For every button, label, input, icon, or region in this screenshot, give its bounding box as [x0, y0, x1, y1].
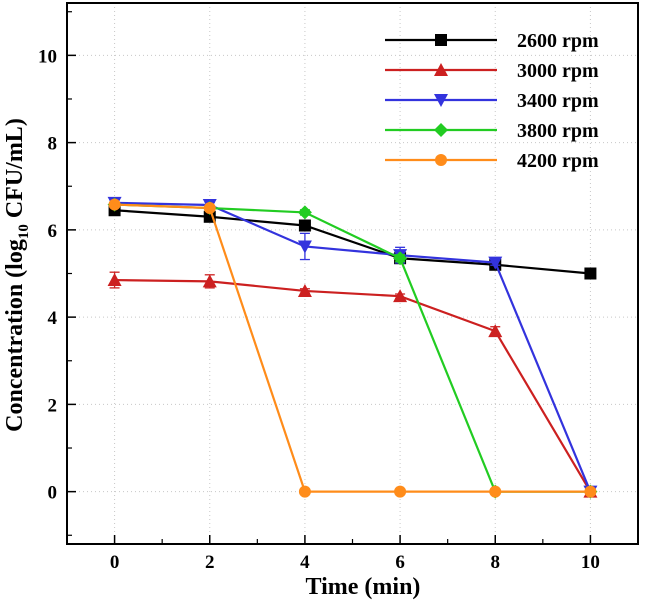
- series-2600-rpm: [108, 204, 597, 280]
- x-tick-label-8: 8: [491, 552, 501, 573]
- data-point-3000-rpm-6: [393, 289, 408, 303]
- data-point-2600-rpm-4: [298, 219, 311, 232]
- y-tick-label-0: 0: [48, 483, 58, 504]
- data-point-4200-rpm-0: [108, 198, 121, 211]
- y-tick-label-2: 2: [48, 395, 58, 416]
- data-point-4200-rpm-6: [394, 485, 407, 498]
- series-line-3400-rpm: [114, 201, 592, 493]
- legend-marker-0: [435, 34, 447, 46]
- data-point-3000-rpm-4: [297, 283, 312, 297]
- series-4200-rpm: [108, 198, 597, 498]
- legend-label-3: 3800 rpm: [517, 120, 599, 142]
- grid: [67, 3, 638, 544]
- legend-marker-1: [434, 63, 448, 76]
- y-tick-label-8: 8: [48, 134, 58, 155]
- series-line-2600-rpm: [114, 209, 591, 275]
- data-point-3000-rpm-0: [107, 273, 122, 287]
- series-line-3800-rpm: [114, 203, 591, 493]
- legend-marker-3: [434, 123, 448, 137]
- x-tick-label-10: 10: [581, 552, 600, 573]
- legend-label-2: 3400 rpm: [517, 90, 599, 112]
- legend: 2600 rpm 3000 rpm 3400 rpm 3800 rpm 4200 rpm: [385, 30, 599, 172]
- data-point-4200-rpm-10: [584, 485, 597, 498]
- data-point-3800-rpm-6: [393, 251, 408, 266]
- legend-label-0: 2600 rpm: [517, 30, 599, 52]
- data-point-3800-rpm-4: [297, 205, 312, 220]
- series-line-4200-rpm: [114, 203, 591, 493]
- legend-label-1: 3000 rpm: [517, 60, 599, 82]
- data-point-3000-rpm-2: [202, 274, 217, 288]
- series-group: [107, 196, 598, 499]
- x-axis-title: Time (min): [306, 574, 421, 600]
- ticks: 0 2 4 6 8 10 0 2 4 6 8 10: [38, 11, 639, 573]
- y-axis-title: Concentration (log10 CFU/mL): [2, 118, 32, 432]
- x-tick-label-4: 4: [300, 552, 310, 573]
- y-axis-title-prefix: Concentration (log: [2, 239, 28, 432]
- y-axis-title-subscript: 10: [16, 224, 32, 239]
- plot-frame: [66, 2, 639, 545]
- data-point-3400-rpm-4: [297, 240, 312, 254]
- data-point-4200-rpm-4: [298, 485, 311, 498]
- x-tick-label-6: 6: [395, 552, 405, 573]
- series-line-3000-rpm: [114, 278, 592, 493]
- legend-label-4: 4200 rpm: [517, 150, 599, 172]
- y-tick-label-6: 6: [48, 221, 58, 242]
- y-tick-label-4: 4: [48, 308, 58, 329]
- data-point-4200-rpm-2: [203, 202, 216, 215]
- data-point-3400-rpm-8: [488, 256, 503, 270]
- y-tick-label-10: 10: [38, 46, 57, 67]
- y-axis-title-suffix: CFU/mL): [2, 118, 28, 224]
- data-point-2600-rpm-10: [584, 267, 597, 280]
- x-tick-label-2: 2: [205, 552, 215, 573]
- legend-marker-4: [435, 154, 447, 166]
- data-point-3000-rpm-8: [488, 324, 503, 338]
- series-3000-rpm: [107, 271, 598, 498]
- data-point-4200-rpm-8: [489, 485, 502, 498]
- legend-marker-2: [434, 94, 448, 107]
- x-tick-label-0: 0: [110, 552, 120, 573]
